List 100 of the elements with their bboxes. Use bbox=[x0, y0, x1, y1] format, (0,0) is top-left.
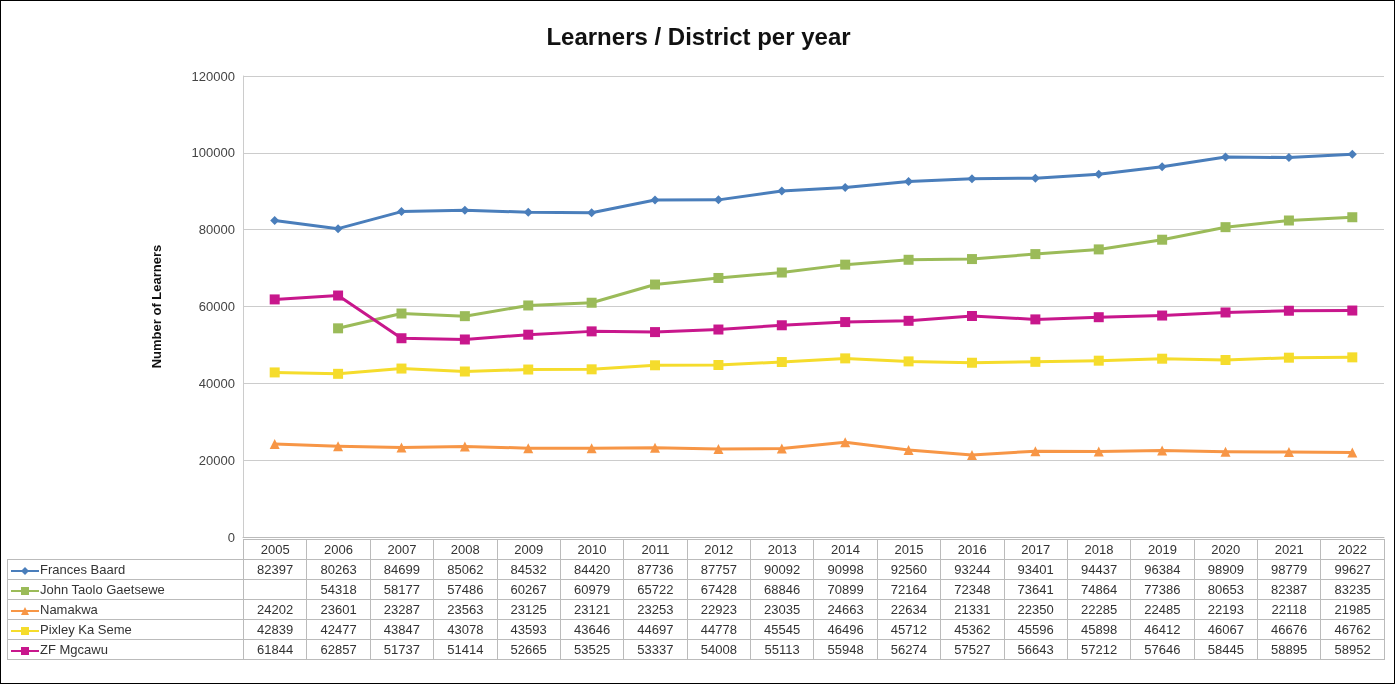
data-label: 23287 bbox=[370, 599, 434, 620]
point bbox=[966, 450, 977, 461]
point bbox=[523, 207, 533, 217]
point bbox=[269, 439, 280, 450]
x-tick-label: 2007 bbox=[370, 539, 434, 560]
data-label: 53525 bbox=[560, 639, 624, 660]
x-tick-label: 2010 bbox=[560, 539, 624, 560]
point bbox=[1030, 446, 1041, 457]
point bbox=[1220, 355, 1231, 366]
data-label: 83235 bbox=[1320, 579, 1385, 600]
data-label: 98779 bbox=[1257, 559, 1321, 580]
data-label: 21985 bbox=[1320, 599, 1385, 620]
point bbox=[650, 327, 661, 338]
data-label: 62857 bbox=[306, 639, 371, 660]
data-label: 23035 bbox=[750, 599, 814, 620]
point bbox=[586, 364, 597, 375]
data-label: 54008 bbox=[687, 639, 751, 660]
point bbox=[396, 363, 407, 374]
data-label: 77386 bbox=[1130, 579, 1195, 600]
y-tick-label: 20000 bbox=[198, 452, 235, 468]
x-tick-label: 2015 bbox=[877, 539, 941, 560]
point bbox=[840, 182, 850, 192]
point bbox=[903, 254, 914, 265]
data-label: 46412 bbox=[1130, 619, 1195, 640]
data-label: 60267 bbox=[497, 579, 561, 600]
data-label: 93244 bbox=[940, 559, 1004, 580]
data-label: 68846 bbox=[750, 579, 814, 600]
data-label: 53337 bbox=[623, 639, 688, 660]
point bbox=[587, 208, 597, 218]
x-tick-label: 2008 bbox=[433, 539, 497, 560]
point bbox=[459, 311, 470, 322]
data-label: 58177 bbox=[370, 579, 434, 600]
point bbox=[713, 443, 724, 454]
point bbox=[333, 290, 344, 301]
data-label: 99627 bbox=[1320, 559, 1385, 580]
point bbox=[776, 357, 787, 368]
point bbox=[650, 279, 661, 290]
point bbox=[269, 294, 280, 305]
y-axis-title: Number of Learners bbox=[149, 244, 164, 369]
y-tick-label: 100000 bbox=[191, 145, 235, 161]
data-label: 44778 bbox=[687, 619, 751, 640]
data-label: 42477 bbox=[306, 619, 371, 640]
data-label: 43847 bbox=[370, 619, 434, 640]
data-label: 44697 bbox=[623, 619, 688, 640]
data-label: 22634 bbox=[877, 599, 941, 620]
point bbox=[523, 300, 534, 311]
x-tick-label: 2012 bbox=[687, 539, 751, 560]
data-label: 43593 bbox=[497, 619, 561, 640]
data-label: 57527 bbox=[940, 639, 1004, 660]
data-label: 58445 bbox=[1194, 639, 1258, 660]
data-label: 80653 bbox=[1194, 579, 1258, 600]
data-label: 42839 bbox=[243, 619, 307, 640]
point bbox=[650, 442, 661, 453]
y-tick-label: 60000 bbox=[198, 299, 235, 314]
data-label: 90998 bbox=[813, 559, 878, 580]
data-label: 57212 bbox=[1067, 639, 1131, 660]
data-label: 51414 bbox=[433, 639, 497, 660]
x-tick-label: 2009 bbox=[497, 539, 561, 560]
point bbox=[459, 334, 470, 345]
data-label: 72164 bbox=[877, 579, 941, 600]
point bbox=[1220, 222, 1231, 233]
data-label: 87757 bbox=[687, 559, 751, 580]
y-tick-label: 80000 bbox=[198, 222, 235, 238]
point bbox=[650, 360, 661, 371]
data-label: 23125 bbox=[497, 599, 561, 620]
data-label: 56274 bbox=[877, 639, 941, 660]
x-tick-label: 2016 bbox=[940, 539, 1004, 560]
point bbox=[1347, 212, 1358, 223]
point bbox=[1283, 447, 1294, 458]
point bbox=[1157, 353, 1168, 364]
data-label: 43078 bbox=[433, 619, 497, 640]
x-tick-label: 2021 bbox=[1257, 539, 1321, 560]
data-label: 22923 bbox=[687, 599, 751, 620]
data-label: 55113 bbox=[750, 639, 814, 660]
data-label: 21331 bbox=[940, 599, 1004, 620]
data-label: 58952 bbox=[1320, 639, 1385, 660]
data-label: 85062 bbox=[433, 559, 497, 580]
data-label: 23563 bbox=[433, 599, 497, 620]
legend-label: Namakwa bbox=[40, 602, 98, 617]
point bbox=[586, 297, 597, 308]
point bbox=[333, 323, 344, 334]
data-label: 84699 bbox=[370, 559, 434, 580]
data-label: 61844 bbox=[243, 639, 307, 660]
legend-label: ZF Mgcawu bbox=[40, 642, 108, 657]
data-label: 80263 bbox=[306, 559, 371, 580]
point bbox=[840, 353, 851, 364]
data-label: 45712 bbox=[877, 619, 941, 640]
point bbox=[1283, 305, 1294, 316]
point bbox=[1093, 312, 1104, 323]
x-tick-label: 2018 bbox=[1067, 539, 1131, 560]
point bbox=[1157, 310, 1168, 321]
data-label: 84532 bbox=[497, 559, 561, 580]
data-label: 93401 bbox=[1004, 559, 1068, 580]
point bbox=[396, 308, 407, 319]
point bbox=[1220, 307, 1231, 318]
point bbox=[523, 443, 534, 454]
data-label: 94437 bbox=[1067, 559, 1131, 580]
x-tick-label: 2017 bbox=[1004, 539, 1068, 560]
point bbox=[713, 272, 724, 283]
data-label: 72348 bbox=[940, 579, 1004, 600]
